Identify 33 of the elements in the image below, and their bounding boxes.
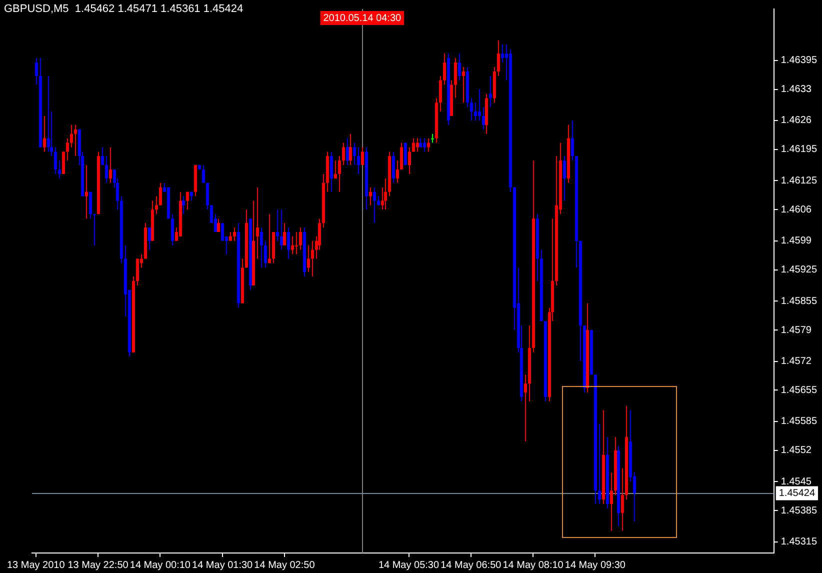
y-tick-label: 1.45385 <box>780 505 818 516</box>
x-tick-label: 14 May 06:50 <box>440 560 502 571</box>
x-tick-label: 14 May 01:30 <box>192 560 254 571</box>
y-tick-label: 1.4626 <box>780 115 812 126</box>
x-tick-label: 13 May 22:50 <box>68 560 129 571</box>
y-tick-label: 1.4545 <box>780 476 812 488</box>
y-tick-label: 1.45855 <box>780 296 818 307</box>
y-tick-label: 1.4633 <box>780 84 812 96</box>
chart-title: GBPUSD,M5 1.45462 1.45471 1.45361 1.45424 <box>4 3 244 15</box>
y-tick-label: 1.45925 <box>780 264 818 276</box>
ref-line-label: 2010.05.14 04:30 <box>323 12 402 24</box>
candlestick <box>268 214 271 264</box>
y-tick-label: 1.4606 <box>780 204 812 216</box>
x-tick-label: 14 May 00:10 <box>130 560 191 571</box>
candlestick <box>295 232 298 254</box>
y-tick-label: 1.45655 <box>780 384 818 396</box>
y-tick-label: 1.46125 <box>780 175 818 186</box>
y-tick-label: 1.4552 <box>780 445 812 456</box>
y-tick-label: 1.45315 <box>780 536 818 548</box>
y-tick-label: 1.4599 <box>780 236 812 247</box>
candlestick <box>93 214 96 246</box>
x-tick-label: 14 May 05:30 <box>378 560 440 571</box>
ref-line-label: 1.45424 <box>778 488 816 499</box>
x-tick-label: 14 May 08:10 <box>502 560 564 571</box>
y-tick-label: 1.46395 <box>780 55 818 66</box>
candlestick <box>85 165 88 219</box>
y-tick-label: 1.46195 <box>780 144 818 156</box>
y-tick-label: 1.4572 <box>780 356 812 368</box>
y-tick-label: 1.45585 <box>780 416 818 428</box>
x-tick-label: 14 May 02:50 <box>254 560 316 571</box>
x-tick-label: 13 May 2010 <box>6 560 66 571</box>
x-tick-label: 14 May 09:30 <box>564 560 626 571</box>
y-tick-label: 1.4579 <box>780 324 812 336</box>
